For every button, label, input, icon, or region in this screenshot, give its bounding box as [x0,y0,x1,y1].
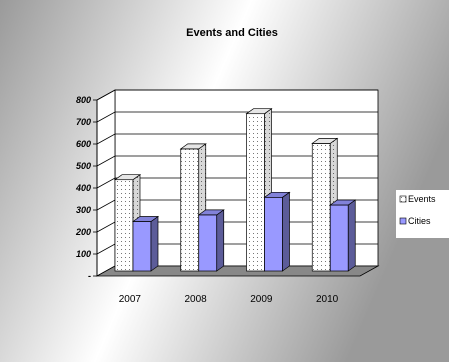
bar-side-cities-2007 [150,215,159,272]
bar-events-2007 [114,179,134,272]
x-tick-label-2010: 2010 [316,294,339,305]
bar-top-events-2010 [311,138,339,144]
x-tick-label-2008: 2008 [185,294,208,305]
bar-cities-2010 [329,204,349,272]
bar-side-cities-2009 [282,191,290,272]
bar-events-2008 [180,148,200,272]
bar-top-cities-2009 [263,191,291,198]
y-tick-label: 600 [76,139,91,149]
chart-floor [95,265,380,277]
bar-top-events-2009 [245,108,273,115]
bar-events-2009 [246,113,265,272]
y-tick-label: - [88,271,91,281]
bar-events-2010 [311,143,331,272]
y-tick-label: 400 [75,183,91,193]
bar-side-cities-2008 [216,209,225,272]
bar-cities-2009 [264,196,283,272]
plot-area: - 100 200 300 400 500 600 700 800 2007 2008 2009 201… [75,89,380,305]
bar-cities-2008 [198,214,218,272]
x-tick-label-2007: 2007 [119,294,142,305]
y-tick-label: 500 [76,161,91,171]
x-tick-label-2009: 2009 [250,294,273,305]
legend-label-events: Events [408,194,436,204]
gridline [96,155,378,167]
bar-cities-2007 [132,221,152,272]
y-tick-label: 300 [76,205,91,215]
bar-top-cities-2007 [131,216,160,222]
legend: Events Cities [396,190,449,238]
bar-top-cities-2008 [197,209,225,216]
gridline [96,133,378,145]
bar-top-cities-2010 [329,199,357,206]
chart-title: Events and Cities [186,27,278,39]
bar-side-cities-2010 [347,199,356,272]
legend-swatch-events [399,195,407,203]
y-tick-label: 100 [76,249,91,259]
y-tick-label: 800 [76,95,91,105]
bar-top-events-2007 [113,174,142,181]
bar-top-events-2008 [179,143,207,150]
legend-swatch-cities [399,217,407,225]
gridline [96,177,378,189]
y-tick-label: 200 [75,227,91,237]
y-tick-label: 700 [76,117,91,127]
gridline [96,111,378,123]
gridline [96,89,378,101]
legend-label-cities: Cities [408,216,431,226]
